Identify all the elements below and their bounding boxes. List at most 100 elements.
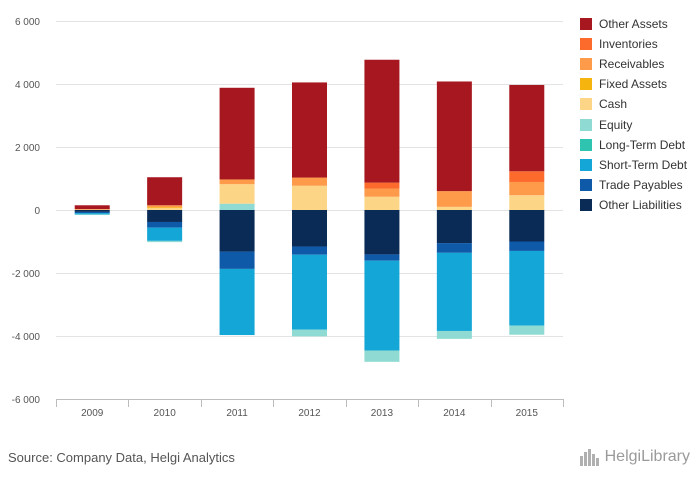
legend-item[interactable]: Long-Term Debt	[580, 135, 687, 155]
bar-segment	[436, 191, 472, 207]
x-axis: 2009 2010 2011 2012 2013 2014 2015	[56, 399, 564, 419]
legend-item[interactable]: Inventories	[580, 34, 687, 54]
legend-swatch	[580, 18, 592, 31]
bars	[74, 59, 545, 362]
bar-segment	[436, 252, 472, 331]
legend-label: Other Liabilities	[599, 197, 682, 212]
bar-segment	[147, 177, 183, 206]
bar-segment	[509, 195, 545, 210]
y-tick-label: -6 000	[12, 395, 41, 406]
x-tick-label: 2015	[516, 408, 539, 419]
legend-swatch	[580, 118, 592, 131]
legend-label: Other Assets	[599, 17, 668, 32]
y-tick-label: -2 000	[12, 269, 41, 280]
legend-swatch	[580, 198, 592, 211]
logo-text: HelgiLibrary	[604, 448, 690, 465]
legend-swatch	[580, 98, 592, 111]
bar-segment	[74, 214, 110, 216]
legend-item[interactable]: Other Liabilities	[580, 195, 687, 215]
bar-segment	[364, 182, 400, 189]
legend-label: Fixed Assets	[599, 77, 668, 92]
bar-segment	[364, 59, 400, 183]
y-tick-label: 4 000	[15, 80, 40, 91]
legend-swatch	[580, 138, 592, 151]
bar-segment	[509, 84, 545, 172]
bar-segment	[74, 211, 110, 214]
source-note: Source: Company Data, Helgi Analytics	[8, 450, 235, 465]
bar-segment	[436, 330, 472, 339]
bar-segment	[509, 210, 545, 242]
bar-segment	[509, 171, 545, 182]
legend-item[interactable]: Receivables	[580, 54, 687, 74]
legend-label: Cash	[599, 97, 628, 112]
legend-item[interactable]: Cash	[580, 94, 687, 114]
bar-segment	[509, 241, 545, 251]
bar-segment	[219, 210, 255, 252]
bar-segment	[364, 196, 400, 210]
y-axis-ticks: 6 000 4 000 2 000 0 -2 000 -4 000 -6 000	[12, 17, 41, 406]
legend-swatch	[580, 178, 592, 191]
bar-segment	[292, 82, 327, 178]
bar-segment	[436, 210, 472, 244]
bar-segment	[147, 240, 183, 243]
y-tick-label: 6 000	[15, 17, 40, 28]
legend-item[interactable]: Short-Term Debt	[580, 155, 687, 175]
bar-segment	[364, 254, 400, 261]
bar-segment	[219, 184, 255, 204]
bar-segment	[509, 325, 545, 335]
bar-segment	[74, 210, 110, 212]
bar-segment	[292, 177, 327, 186]
bar-segment	[219, 87, 255, 180]
bar-segment	[219, 203, 255, 210]
x-tick-label: 2013	[371, 408, 394, 419]
legend-item[interactable]: Fixed Assets	[580, 74, 687, 94]
bar-segment	[147, 207, 183, 209]
legend-item[interactable]: Trade Payables	[580, 175, 687, 195]
bar-segment	[364, 260, 400, 351]
bar-segment	[147, 221, 183, 228]
x-tick-label: 2012	[298, 408, 321, 419]
legend-label: Receivables	[599, 57, 665, 72]
legend-item[interactable]: Other Assets	[580, 14, 687, 34]
legend-label: Long-Term Debt	[599, 137, 686, 152]
bar-segment	[147, 227, 183, 241]
legend-swatch	[580, 38, 592, 51]
bar-segment	[292, 254, 327, 330]
legend-label: Short-Term Debt	[599, 157, 688, 172]
legend-label: Inventories	[599, 37, 658, 52]
bar-segment	[219, 268, 255, 336]
bar-segment	[219, 251, 255, 269]
legend-item[interactable]: Equity	[580, 114, 687, 134]
bar-segment	[292, 329, 327, 337]
bar-segment	[364, 188, 400, 197]
bar-segment	[219, 179, 255, 185]
bar-segment	[292, 246, 327, 255]
bar-segment	[74, 209, 110, 210]
bar-segment	[436, 243, 472, 253]
x-tick-label: 2009	[81, 408, 104, 419]
y-tick-label: 0	[34, 206, 40, 217]
y-tick-label: -4 000	[12, 332, 41, 343]
bar-segment	[74, 205, 110, 210]
legend: Other Assets Inventories Receivables Fixed …	[580, 14, 687, 215]
city-skyline-icon	[579, 449, 599, 466]
logo: HelgiLibrary	[579, 448, 690, 466]
bar-segment	[147, 205, 183, 208]
bar-segment	[292, 210, 327, 247]
bar-segment	[364, 210, 400, 255]
x-tick-label: 2010	[154, 408, 177, 419]
bar-segment	[364, 350, 400, 362]
bar-segment	[436, 206, 472, 210]
legend-label: Equity	[599, 117, 633, 132]
legend-swatch	[580, 58, 592, 71]
legend-label: Trade Payables	[599, 177, 683, 192]
bar-segment	[147, 208, 183, 210]
bar-segment	[509, 250, 545, 326]
y-tick-label: 2 000	[15, 143, 40, 154]
x-tick-label: 2014	[443, 408, 466, 419]
bar-segment	[147, 210, 183, 222]
bar-segment	[436, 81, 472, 192]
bar-segment	[509, 181, 545, 196]
legend-swatch	[580, 158, 592, 171]
